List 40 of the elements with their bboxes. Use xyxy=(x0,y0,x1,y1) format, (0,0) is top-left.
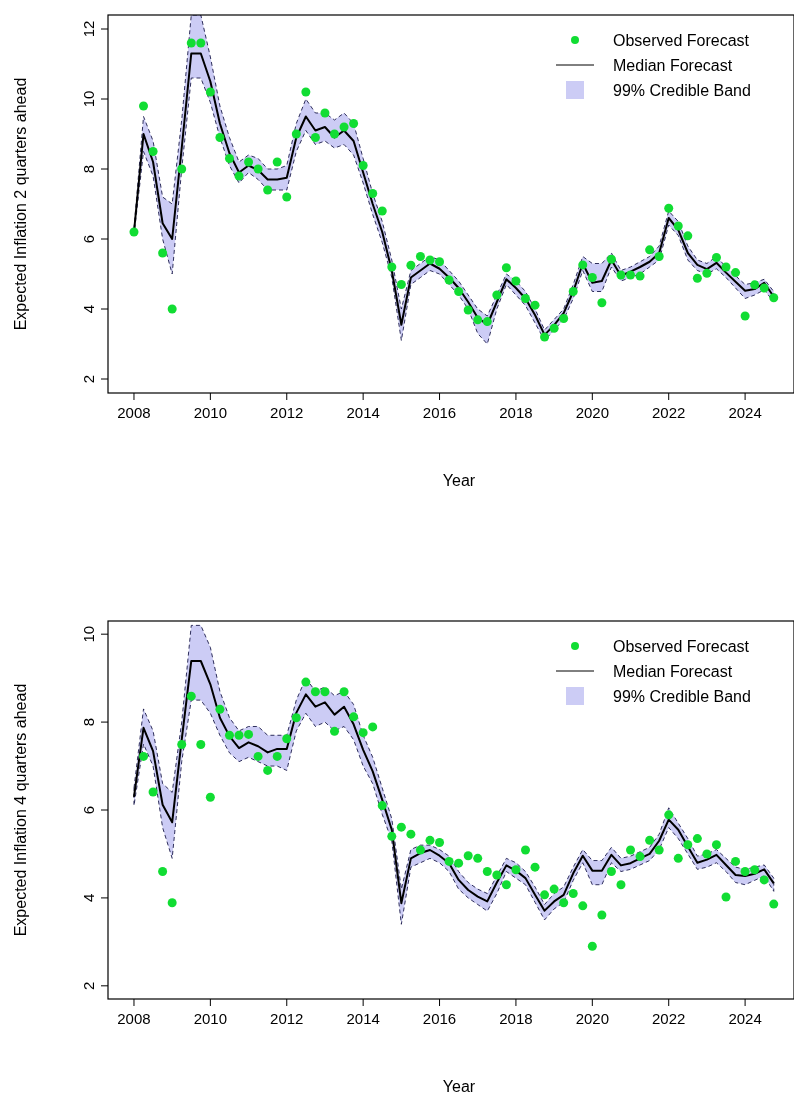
legend-label: Median Forecast xyxy=(613,663,733,680)
x-tick-label: 2022 xyxy=(652,404,686,421)
x-tick-label: 2008 xyxy=(117,404,151,421)
x-tick-label: 2018 xyxy=(499,404,533,421)
x-tick-label: 2014 xyxy=(346,404,380,421)
x-tick-label: 2024 xyxy=(728,404,762,421)
x-tick-label: 2016 xyxy=(422,1010,457,1027)
y-tick-label: 8 xyxy=(80,164,97,174)
y-tick-label: 6 xyxy=(80,805,97,815)
x-tick-label: 2018 xyxy=(499,1010,533,1027)
y-axis-title: Expected Inflation 2 quarters ahead xyxy=(12,77,29,331)
x-tick-label: 2016 xyxy=(422,404,457,421)
y-tick-label: 4 xyxy=(80,304,97,314)
x-axis-title: Year xyxy=(442,472,476,489)
y-tick-label: 10 xyxy=(80,90,97,108)
x-tick-label: 2010 xyxy=(193,404,228,421)
annotation: 99% Credible Band xyxy=(613,688,751,705)
y-tick-label: 2 xyxy=(80,981,97,990)
y-tick-label: 2 xyxy=(80,374,97,384)
x-tick-label: 2012 xyxy=(270,404,304,421)
legend-label: Observed Forecast xyxy=(613,638,750,655)
y-tick-label: 12 xyxy=(80,20,97,38)
x-tick-label: 2024 xyxy=(728,1010,762,1027)
annotation: 99% Credible Band xyxy=(613,82,751,99)
y-tick-label: 4 xyxy=(80,893,97,903)
y-tick-label: 10 xyxy=(80,625,97,643)
x-tick-label: 2022 xyxy=(652,1010,686,1027)
y-tick-label: 8 xyxy=(80,717,97,727)
legend-label: Observed Forecast xyxy=(613,32,750,49)
y-tick-label: 6 xyxy=(80,234,97,244)
y-axis-title: Expected Inflation 4 quarters ahead xyxy=(12,683,29,937)
x-tick-label: 2008 xyxy=(117,1010,151,1027)
x-tick-label: 2010 xyxy=(193,1010,228,1027)
legend-label: Median Forecast xyxy=(613,57,733,74)
x-tick-label: 2020 xyxy=(575,1010,610,1027)
line-series xyxy=(132,660,775,912)
x-tick-label: 2012 xyxy=(270,1010,304,1027)
x-axis-title: Year xyxy=(442,1078,476,1095)
x-tick-label: 2014 xyxy=(346,1010,380,1027)
x-tick-label: 2020 xyxy=(575,404,610,421)
